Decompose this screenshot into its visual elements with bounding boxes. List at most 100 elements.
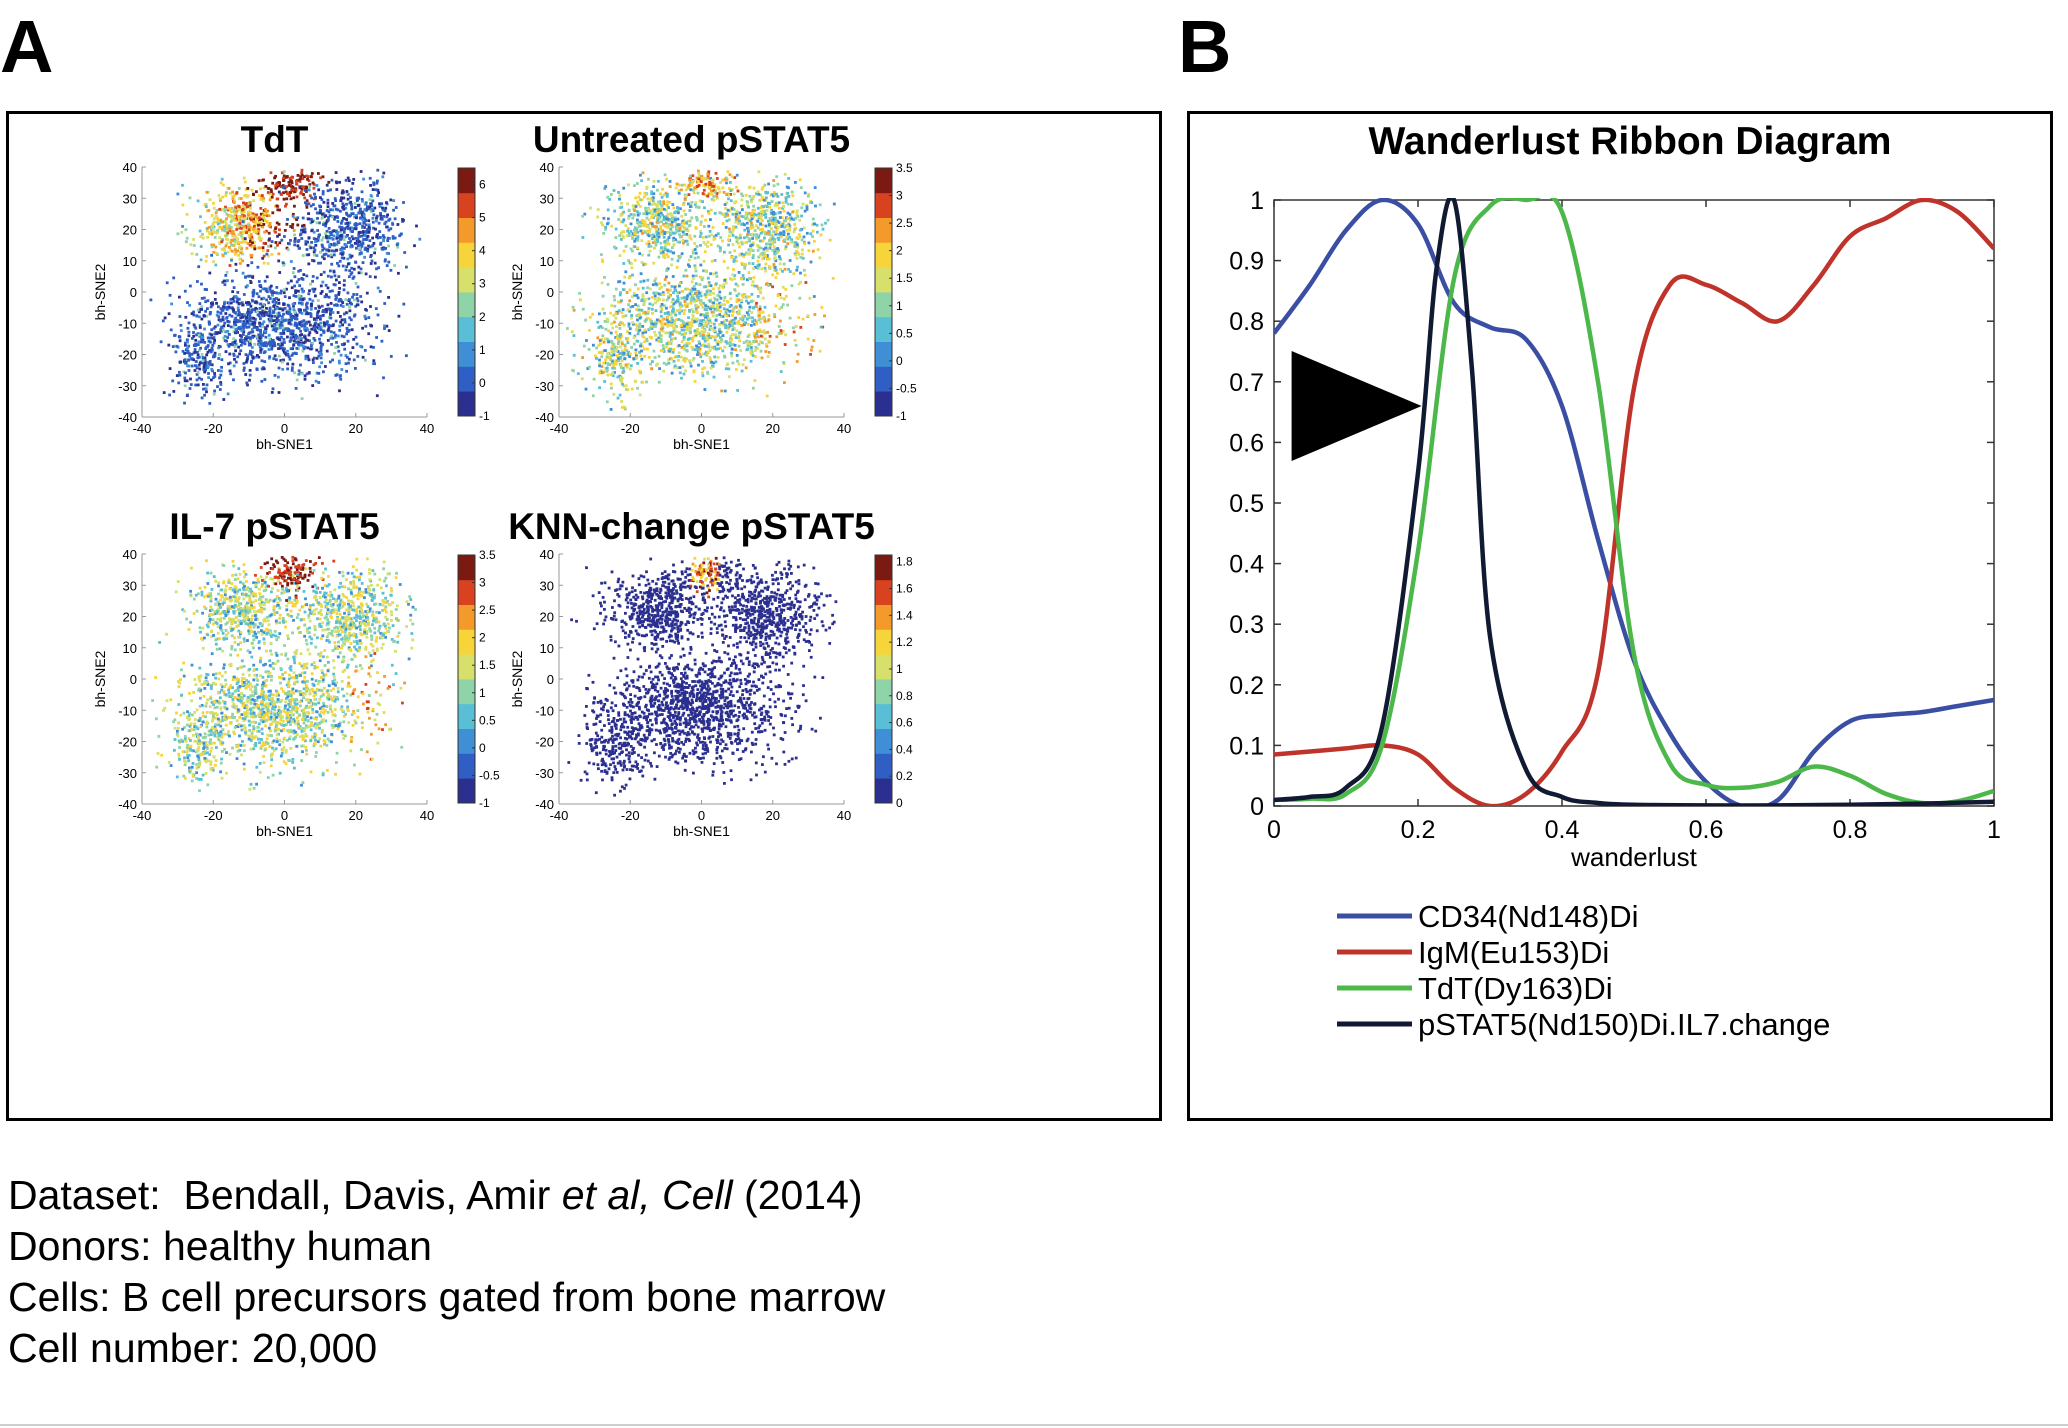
scatter-point: [350, 207, 354, 211]
scatter-point: [268, 297, 272, 300]
scatter-point: [653, 294, 657, 298]
scatter-point: [282, 338, 286, 341]
scatter-point: [339, 377, 343, 381]
scatter-point: [271, 289, 274, 293]
scatter-point: [224, 274, 228, 277]
scatter-point: [282, 263, 285, 267]
scatter-point: [219, 373, 223, 377]
scatter-point: [291, 347, 294, 351]
scatter-point: [706, 176, 710, 180]
scatter-point: [245, 319, 249, 323]
scatter-point: [206, 336, 210, 340]
colorbar-segment: [458, 316, 475, 324]
scatter-point: [719, 309, 723, 313]
scatter-point: [279, 321, 283, 325]
scatter-point: [739, 349, 743, 352]
scatter-point: [304, 357, 308, 361]
scatter-point: [718, 284, 722, 288]
scatter-point: [193, 350, 197, 354]
scatter-point: [329, 302, 333, 305]
scatter-point: [683, 183, 687, 187]
scatter-point: [208, 349, 211, 352]
scatter-point: [314, 321, 318, 325]
scatter-point: [265, 298, 269, 302]
scatter-point: [768, 266, 772, 269]
scatter-point: [303, 230, 307, 234]
scatter-point: [630, 234, 634, 238]
scatter-point: [207, 372, 210, 375]
panel-letter-b: B: [1178, 5, 1232, 88]
scatter-point: [765, 254, 769, 258]
scatter-point: [204, 259, 208, 263]
scatter-point: [680, 340, 684, 344]
scatter-point: [184, 228, 188, 232]
scatter-point: [650, 307, 654, 311]
scatter-point: [723, 345, 727, 349]
scatter-point: [701, 276, 705, 280]
scatter-point: [650, 237, 654, 241]
colorbar-segment: [458, 372, 475, 380]
scatter-point: [704, 269, 708, 273]
scatter-point: [657, 354, 661, 358]
scatter-point: [775, 226, 779, 230]
scatter-point: [331, 311, 335, 314]
scatter-point: [651, 213, 655, 217]
scatter-point: [230, 210, 233, 214]
scatter-point: [203, 356, 207, 360]
scatter-point: [263, 309, 267, 313]
scatter-point: [293, 284, 296, 288]
scatter-point: [205, 190, 209, 194]
scatter-point: [776, 182, 780, 186]
scatter-point: [711, 226, 715, 229]
scatter-point: [810, 201, 814, 204]
scatter-point: [257, 234, 261, 238]
scatter-point: [243, 314, 247, 318]
scatter-point: [735, 368, 738, 371]
scatter-point: [359, 295, 363, 298]
scatter-point: [737, 222, 740, 225]
scatter-point: [708, 356, 712, 359]
scatter-point: [363, 255, 366, 259]
scatter-point: [751, 241, 755, 245]
scatter-point: [330, 334, 334, 338]
scatter-point: [206, 365, 210, 368]
scatter-point: [710, 334, 713, 338]
scatter-point: [193, 348, 197, 351]
scatter-point: [221, 254, 225, 258]
scatter-point: [658, 202, 662, 206]
scatter-point: [667, 226, 671, 229]
scatter-point: [769, 242, 772, 246]
scatter-point: [405, 354, 408, 358]
scatter-point: [638, 220, 642, 224]
scatter-point: [647, 328, 651, 331]
scatter-point: [750, 324, 753, 327]
scatter-point: [346, 221, 349, 225]
scatter-point: [295, 195, 299, 199]
scatter-point: [212, 354, 216, 357]
scatter-point: [226, 250, 230, 254]
scatter-point: [713, 338, 717, 342]
scatter-point: [274, 319, 278, 322]
scatter-point: [245, 360, 248, 364]
scatter-point: [221, 195, 225, 199]
scatter-point: [721, 178, 724, 182]
scatter-point: [207, 226, 211, 229]
scatter-point: [750, 200, 753, 204]
scatter-point: [671, 275, 675, 278]
scatter-point: [774, 248, 778, 251]
colorbar-segment: [458, 304, 475, 311]
scatter-point: [740, 299, 743, 302]
scatter-point: [223, 339, 227, 342]
scatter-point: [280, 171, 284, 175]
scatter-point: [646, 229, 650, 233]
scatter-point: [746, 335, 750, 338]
scatter-point: [256, 265, 260, 269]
scatter-point: [747, 333, 751, 337]
scatter-point: [329, 233, 333, 236]
scatter-point: [346, 339, 350, 343]
scatter-point: [763, 305, 767, 309]
scatter-point: [294, 387, 298, 390]
scatter-point: [704, 242, 708, 246]
scatter-point: [210, 243, 214, 247]
scatter-point: [741, 194, 745, 198]
